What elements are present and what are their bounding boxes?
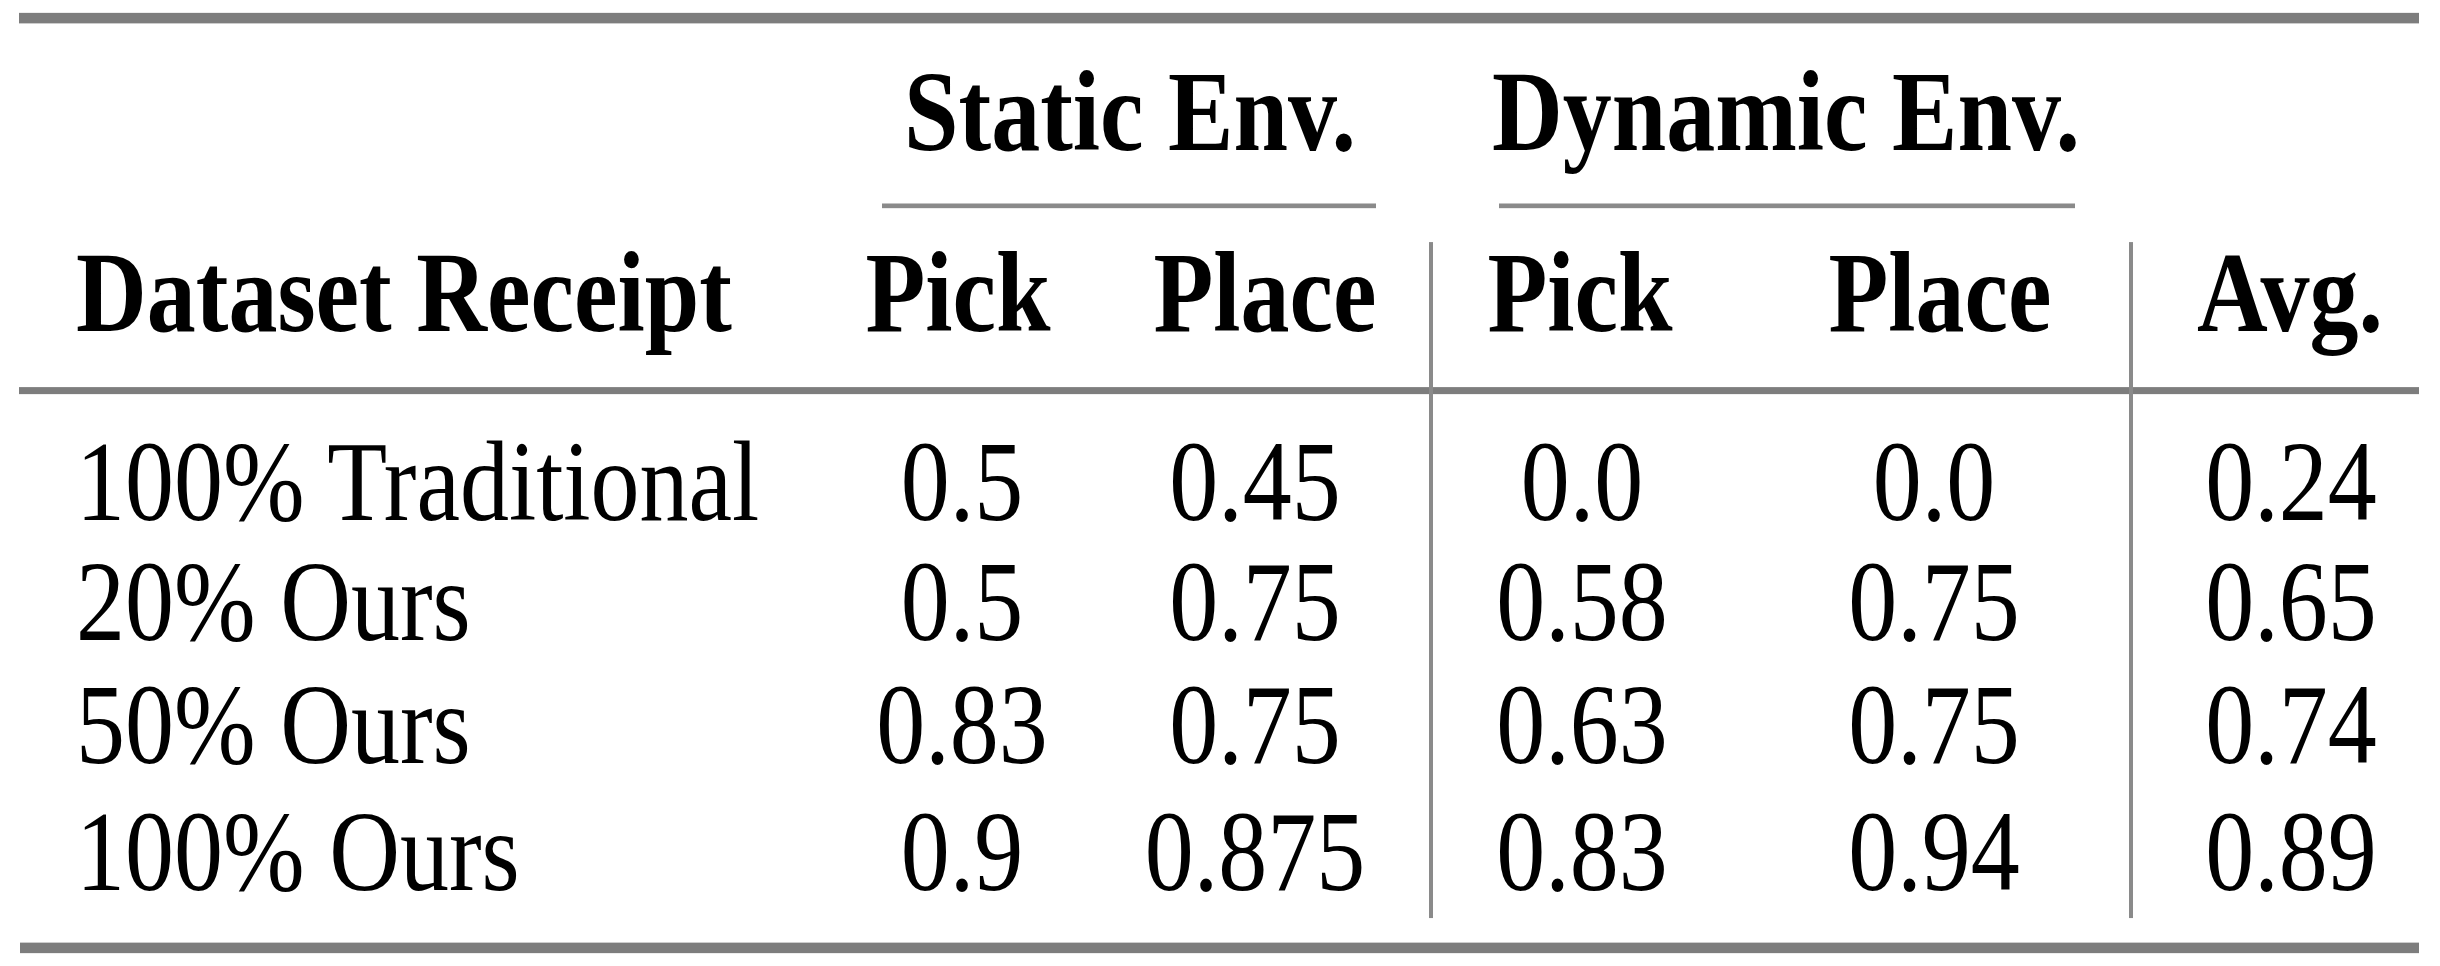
value-dynamic-pick: 0.63 bbox=[1496, 667, 1668, 782]
cmidrule-static bbox=[882, 203, 1376, 208]
vertical-separator-left bbox=[1429, 242, 1433, 918]
vertical-separator-right bbox=[2129, 242, 2133, 918]
value-avg: 0.65 bbox=[2205, 544, 2377, 659]
bottom-rule bbox=[20, 943, 2419, 954]
row-label: 50% Ours bbox=[76, 667, 471, 782]
value-dynamic-place: 0.0 bbox=[1873, 425, 1996, 540]
mid-rule bbox=[19, 387, 2419, 394]
value-dynamic-pick: 0.58 bbox=[1496, 544, 1668, 659]
row-label: 100% Ours bbox=[76, 794, 520, 909]
paper-table: Static Env. Dynamic Env. Dataset Receipt… bbox=[0, 0, 2440, 966]
value-dynamic-pick: 0.0 bbox=[1521, 425, 1644, 540]
header-static-place: Place bbox=[1153, 235, 1376, 350]
header-avg: Avg. bbox=[2197, 235, 2383, 350]
row-label: 20% Ours bbox=[76, 544, 471, 659]
value-static-pick: 0.5 bbox=[901, 544, 1024, 659]
value-static-pick: 0.9 bbox=[901, 794, 1024, 909]
value-static-place: 0.875 bbox=[1145, 794, 1366, 909]
value-avg: 0.89 bbox=[2205, 794, 2377, 909]
value-static-place: 0.75 bbox=[1169, 667, 1341, 782]
value-static-place: 0.45 bbox=[1169, 425, 1341, 540]
header-dataset-receipt: Dataset Receipt bbox=[76, 235, 732, 350]
cmidrule-dynamic bbox=[1499, 203, 2075, 208]
value-static-pick: 0.5 bbox=[901, 425, 1024, 540]
top-rule bbox=[19, 13, 2419, 24]
group-header-dynamic-env: Dynamic Env. bbox=[1492, 54, 2080, 169]
value-dynamic-place: 0.94 bbox=[1848, 794, 2020, 909]
row-label: 100% Traditional bbox=[76, 425, 759, 540]
value-avg: 0.24 bbox=[2205, 425, 2377, 540]
header-dynamic-pick: Pick bbox=[1487, 235, 1672, 350]
value-static-place: 0.75 bbox=[1169, 544, 1341, 659]
value-avg: 0.74 bbox=[2205, 667, 2377, 782]
group-header-static-env: Static Env. bbox=[904, 54, 1356, 169]
value-dynamic-place: 0.75 bbox=[1848, 544, 2020, 659]
value-dynamic-pick: 0.83 bbox=[1496, 794, 1668, 909]
value-dynamic-place: 0.75 bbox=[1848, 667, 2020, 782]
header-dynamic-place: Place bbox=[1828, 235, 2051, 350]
value-static-pick: 0.83 bbox=[876, 667, 1048, 782]
header-static-pick: Pick bbox=[865, 235, 1050, 350]
table-content: Static Env. Dynamic Env. Dataset Receipt… bbox=[0, 0, 2440, 966]
